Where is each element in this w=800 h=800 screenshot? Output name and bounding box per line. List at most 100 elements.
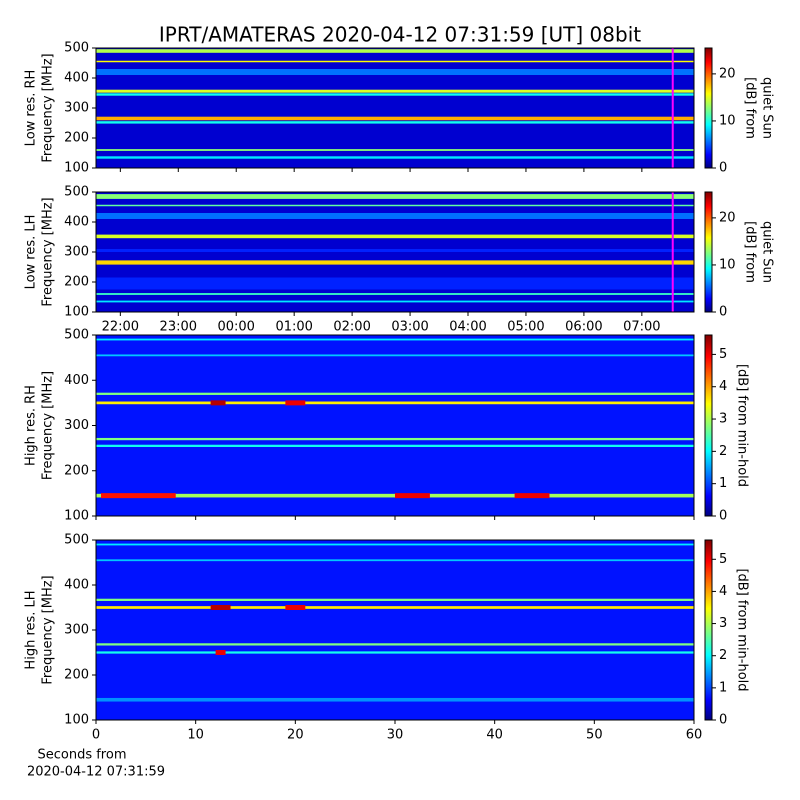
- colorbar-tick-label: 4: [719, 584, 727, 599]
- x-tick-label: 0: [92, 728, 100, 743]
- burst: [210, 400, 226, 406]
- y-axis-label: Frequency [MHz]: [41, 575, 56, 684]
- band: [96, 392, 694, 395]
- burst: [395, 493, 430, 499]
- colorbar-tick-label: 5: [719, 347, 727, 362]
- burst: [285, 400, 306, 406]
- x-tick-label: 03:00: [391, 320, 428, 335]
- y-tick-label: 500: [64, 533, 89, 548]
- colorbar-tick-label: 3: [719, 616, 727, 631]
- burst: [100, 493, 176, 499]
- x-tick-label: 06:00: [565, 320, 602, 335]
- y-tick-label: 300: [64, 245, 89, 260]
- y-tick-label: 300: [64, 101, 89, 116]
- x-tick-label: 20: [287, 728, 304, 743]
- colorbar: [704, 334, 713, 517]
- x-tick-label: 00:00: [217, 320, 254, 335]
- background: [96, 335, 694, 516]
- colorbar-label: [dB] from min-hold: [735, 364, 750, 487]
- colorbar: [704, 539, 713, 721]
- y-tick-label: 200: [64, 275, 89, 290]
- y-axis-label: High res. LH: [24, 590, 39, 669]
- x-tick-label: 60: [686, 728, 703, 743]
- y-tick-label: 500: [64, 328, 89, 343]
- band: [96, 116, 694, 121]
- band: [96, 559, 694, 562]
- band: [96, 204, 694, 207]
- y-tick-label: 500: [64, 41, 89, 56]
- y-tick-label: 200: [64, 463, 89, 478]
- colorbar-tick-label: 10: [719, 257, 736, 272]
- x-tick-label: 22:00: [102, 320, 139, 335]
- band: [96, 234, 694, 239]
- x-tick-label: 50: [586, 728, 603, 743]
- colorbar-label: quiet Sun: [760, 77, 775, 139]
- x-tick-label: 02:00: [333, 320, 370, 335]
- y-axis-label: Frequency [MHz]: [41, 371, 56, 480]
- colorbar-tick-label: 1: [719, 680, 727, 695]
- burst: [215, 650, 226, 655]
- colorbar-tick-label: 4: [719, 379, 727, 394]
- band: [96, 260, 694, 265]
- burst: [285, 605, 306, 610]
- y-tick-label: 200: [64, 668, 89, 683]
- band: [96, 121, 694, 124]
- x-tick-label: 23:00: [160, 320, 197, 335]
- colorbar-tick-label: 0: [719, 713, 727, 728]
- colorbar-tick-label: 2: [719, 444, 727, 459]
- y-axis-label: Low res. RH: [24, 70, 39, 147]
- y-tick-label: 100: [64, 305, 89, 320]
- band: [96, 437, 694, 441]
- x-axis-label: 2020-04-12 07:31:59: [27, 765, 165, 780]
- plot-area: [96, 48, 694, 168]
- background: [96, 540, 694, 720]
- band: [96, 89, 694, 93]
- burst: [514, 493, 550, 499]
- colorbar-tick-label: 0: [719, 509, 727, 524]
- colorbar: [704, 191, 713, 313]
- band: [96, 60, 694, 63]
- colorbar-tick-label: 20: [719, 210, 736, 225]
- plot-area: [96, 192, 694, 312]
- x-tick-label: 04:00: [449, 320, 486, 335]
- colorbar-tick-label: 10: [719, 113, 736, 128]
- y-axis-label: High res. RH: [24, 385, 39, 466]
- x-axis-label: Seconds from: [37, 748, 126, 763]
- band: [96, 643, 694, 646]
- band: [96, 300, 694, 303]
- colorbar-label: [dB] from: [743, 77, 758, 139]
- y-tick-label: 100: [64, 509, 89, 524]
- band: [96, 444, 694, 447]
- y-tick-label: 400: [64, 215, 89, 230]
- y-tick-label: 200: [64, 131, 89, 146]
- figure-title: IPRT/AMATERAS 2020-04-12 07:31:59 [UT] 0…: [159, 23, 641, 47]
- band: [96, 354, 694, 357]
- colorbar-tick-label: 0: [719, 305, 727, 320]
- band: [96, 338, 694, 341]
- band: [96, 606, 694, 609]
- band: [96, 249, 694, 252]
- y-tick-label: 100: [64, 161, 89, 176]
- x-tick-label: 40: [486, 728, 503, 743]
- plot-area: [96, 540, 694, 720]
- y-axis-label: Frequency [MHz]: [41, 197, 56, 306]
- band: [96, 69, 694, 75]
- background: [96, 48, 694, 168]
- colorbar-tick-label: 3: [719, 412, 727, 427]
- band: [96, 277, 694, 290]
- x-tick-label: 01:00: [275, 320, 312, 335]
- y-tick-label: 300: [64, 623, 89, 638]
- band: [96, 213, 694, 219]
- band: [96, 156, 694, 159]
- y-tick-label: 100: [64, 713, 89, 728]
- band: [96, 598, 694, 601]
- colorbar-label: [dB] from: [743, 221, 758, 283]
- y-tick-label: 300: [64, 418, 89, 433]
- colorbar-tick-label: 20: [719, 66, 736, 81]
- band: [96, 401, 694, 405]
- burst: [210, 605, 231, 610]
- x-tick-label: 10: [187, 728, 204, 743]
- colorbar: [704, 47, 713, 169]
- band: [96, 293, 694, 295]
